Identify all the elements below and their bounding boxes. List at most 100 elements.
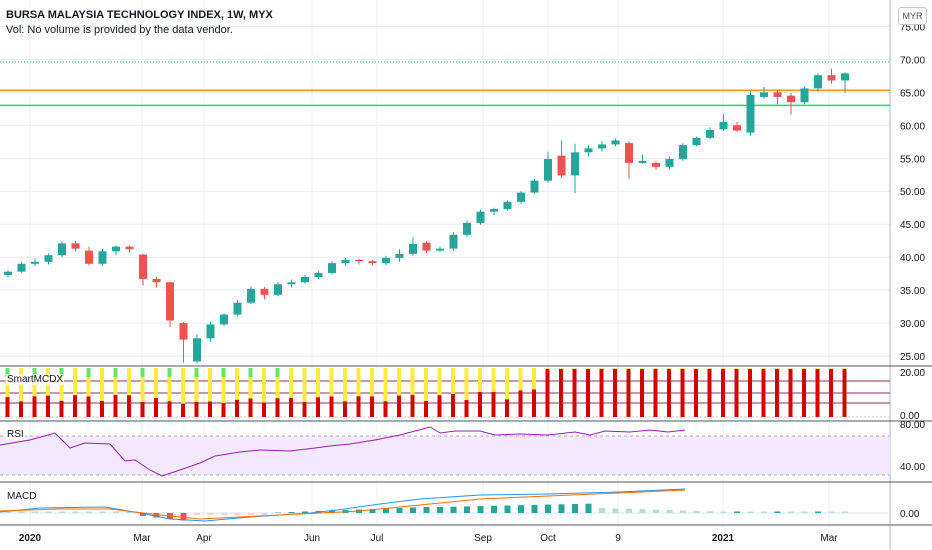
time-axis-label: Jul <box>371 533 384 544</box>
macd-hist-bar <box>288 512 295 513</box>
macd-hist-bar <box>545 504 551 513</box>
smartmcdx-bar <box>464 400 469 417</box>
smartmcdx-bar <box>613 368 617 369</box>
smartmcdx-bar <box>194 401 199 417</box>
macd-hist-bar <box>842 511 848 513</box>
smartmcdx-bar <box>262 402 266 417</box>
candle-body <box>490 209 498 212</box>
candle-body <box>395 253 404 258</box>
smartmcdx-bar <box>829 368 833 417</box>
time-axis-label: Oct <box>540 533 556 544</box>
smartmcdx-bar <box>343 401 347 417</box>
volume-note: Vol: No volume is provided by the data v… <box>6 24 233 36</box>
smartmcdx-bar <box>424 400 428 417</box>
macd-hist-bar <box>5 511 11 513</box>
smartmcdx-bar <box>397 395 401 417</box>
price-tick-label: 30.00 <box>900 319 925 330</box>
macd-hist-bar <box>639 509 646 513</box>
smartmcdx-bar <box>559 368 563 369</box>
smartmcdx-bar <box>221 377 226 404</box>
macd-hist-bar <box>666 510 673 513</box>
macd-hist-bar <box>369 509 376 513</box>
smartmcdx-bar <box>775 368 779 417</box>
smartmcdx-bar <box>316 397 320 417</box>
smartmcdx-bar <box>397 368 401 396</box>
candle-body <box>733 125 741 131</box>
candle-body <box>692 137 701 146</box>
macd-hist-bar <box>747 511 754 513</box>
price-tick-label: 65.00 <box>900 88 925 99</box>
macd-hist-bar <box>788 511 794 513</box>
candle-body <box>17 263 26 272</box>
smartmcdx-bar <box>86 396 91 417</box>
candle-body <box>571 152 579 176</box>
time-axis-label: Apr <box>196 533 212 544</box>
macd-hist-bar <box>194 513 200 515</box>
smartmcdx-bar <box>5 397 10 417</box>
macd-hist-bar <box>761 511 767 513</box>
smartmcdx-bar <box>370 396 374 417</box>
smartmcdx-bar <box>518 390 523 417</box>
macd-hist-bar <box>450 506 457 513</box>
price-tick-label: 40.00 <box>900 253 925 264</box>
macd-signal-line <box>0 489 686 520</box>
macd-hist-bar <box>113 511 119 513</box>
smartmcdx-bar <box>491 368 496 392</box>
smartmcdx-bar <box>59 377 64 401</box>
smartmcdx-bar <box>802 368 806 417</box>
candle-body <box>112 246 120 252</box>
candle-body <box>841 73 849 81</box>
smartmcdx-bar <box>788 368 793 369</box>
smartmcdx-bar <box>464 368 469 401</box>
candle-body <box>827 75 836 81</box>
candle-body <box>719 122 728 130</box>
smartmcdx-bar <box>113 394 118 417</box>
smartmcdx-bar <box>707 368 712 417</box>
macd-hist-bar <box>140 513 146 516</box>
smartmcdx-bar <box>640 368 644 369</box>
smartmcdx-bar <box>383 401 388 417</box>
macd-hist-bar <box>828 511 835 513</box>
candle-body <box>746 94 755 133</box>
smartmcdx-bar <box>775 368 779 369</box>
macd-hist-bar <box>653 509 659 513</box>
macd-hist-bar <box>32 511 38 513</box>
smartmcdx-bar <box>599 368 604 417</box>
smartmcdx-bar <box>680 368 685 417</box>
price-tick-label: 75.00 <box>900 22 925 33</box>
macd-hist-bar <box>59 511 65 513</box>
candle-body <box>814 75 822 89</box>
time-axis-label: Sep <box>474 533 492 544</box>
smartmcdx-bar <box>653 368 658 369</box>
smartmcdx-bar <box>32 396 37 417</box>
smartmcdx-bar <box>208 368 212 402</box>
smartmcdx-bar <box>586 368 590 417</box>
smartmcdx-bar <box>316 368 320 398</box>
smartmcdx-bar <box>248 398 253 417</box>
macd-hist-bar <box>396 508 403 513</box>
macd-hist-bar <box>774 511 781 513</box>
smartmcdx-bar <box>734 368 739 417</box>
macd-hist-bar <box>734 511 740 513</box>
currency-button[interactable]: MYR <box>898 7 927 25</box>
candle-body <box>98 251 107 264</box>
smartmcdx-bar <box>370 368 374 397</box>
macd-hist-bar <box>531 504 538 513</box>
smartmcdx-bar <box>451 368 455 394</box>
rsi-band <box>0 436 890 475</box>
macd-hist-bar <box>585 503 592 513</box>
macd-hist-bar <box>801 511 808 513</box>
smartmcdx-bar <box>613 368 617 417</box>
candle-body <box>247 288 255 303</box>
candle-body <box>193 338 201 362</box>
macd-hist-bar <box>612 508 619 513</box>
candle-body <box>166 282 174 321</box>
candle-body <box>463 222 471 235</box>
candle-body <box>274 284 282 295</box>
smartmcdx-bar <box>640 368 644 417</box>
macd-hist-bar <box>518 505 524 513</box>
time-axis-label: Mar <box>133 533 151 544</box>
last-price-tag: 67.87 <box>896 81 922 92</box>
candle-body <box>44 255 53 262</box>
